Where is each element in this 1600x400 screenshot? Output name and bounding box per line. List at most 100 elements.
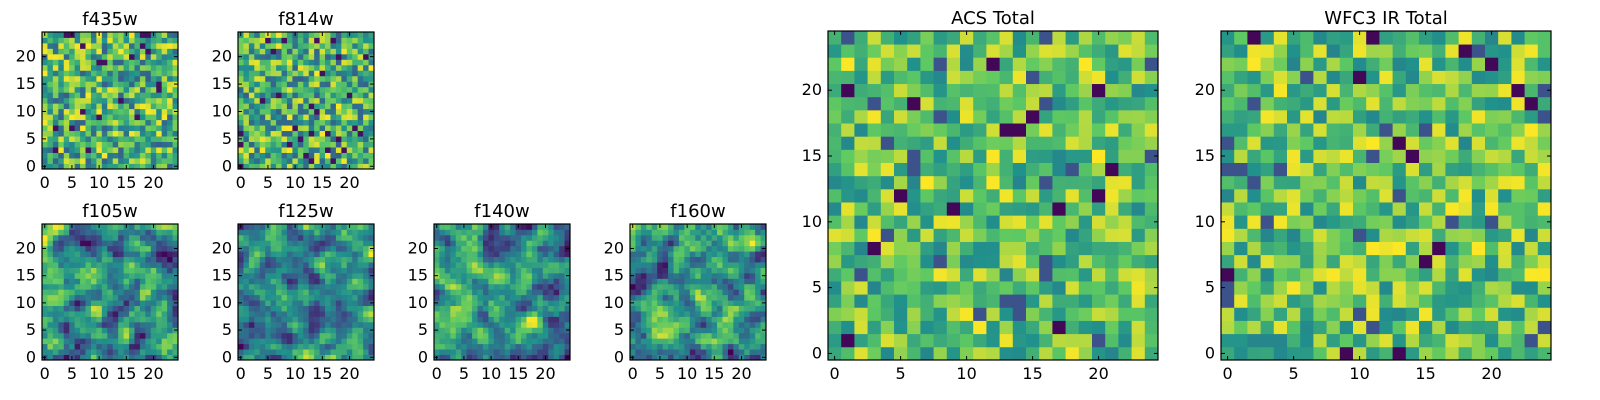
- heatmap-cell: [973, 294, 987, 308]
- heatmap-cell: [1052, 241, 1066, 256]
- heatmap-cell: [248, 251, 255, 258]
- heatmap-cell: [52, 278, 59, 285]
- heatmap-cell: [52, 103, 59, 110]
- heatmap-cell: [90, 108, 97, 115]
- heatmap-cell: [129, 267, 135, 274]
- heatmap-cell: [85, 130, 92, 137]
- heatmap-cell: [243, 125, 250, 132]
- heatmap-cell: [63, 245, 70, 252]
- heatmap-cell: [1379, 267, 1393, 282]
- heatmap-cell: [531, 349, 538, 355]
- heatmap-cell: [630, 251, 636, 258]
- heatmap-cell: [286, 245, 293, 252]
- heatmap-cell: [635, 272, 642, 279]
- heatmap-cell: [515, 262, 522, 268]
- heatmap-cell: [662, 349, 669, 355]
- heatmap-cell: [867, 307, 882, 321]
- heatmap-cell: [145, 37, 152, 44]
- heatmap-cell: [695, 245, 702, 252]
- heatmap-cell: [270, 294, 277, 301]
- panel-title: ACS Total: [951, 8, 1035, 29]
- heatmap-cell: [531, 311, 538, 317]
- heatmap-cell: [270, 81, 277, 88]
- heatmap-cell: [80, 70, 86, 77]
- heatmap-cell: [1524, 267, 1539, 282]
- heatmap-cell: [1065, 202, 1080, 216]
- heatmap-cell: [167, 92, 173, 99]
- heatmap-cell: [477, 224, 484, 230]
- heatmap-cell: [363, 147, 369, 153]
- heatmap-cell: [167, 64, 173, 71]
- heatmap-cell: [90, 338, 97, 345]
- heatmap-cell: [69, 141, 76, 148]
- heatmap-cell: [499, 234, 506, 241]
- heatmap-cell: [270, 267, 277, 274]
- heatmap-cell: [894, 70, 908, 85]
- heatmap-cell: [52, 332, 59, 339]
- heatmap-cell: [1313, 267, 1327, 282]
- heatmap-cell: [85, 311, 92, 317]
- heatmap-cell: [156, 32, 163, 38]
- heatmap-cell: [1287, 320, 1301, 335]
- heatmap-cell: [477, 267, 484, 274]
- heatmap-cell: [548, 354, 555, 361]
- heatmap-cell: [270, 332, 277, 339]
- heatmap-cell: [248, 114, 255, 121]
- y-tick-label: 10: [802, 212, 822, 231]
- heatmap-cell: [368, 64, 375, 71]
- heatmap-cell: [330, 229, 337, 236]
- heatmap-cell: [722, 240, 729, 247]
- heatmap-cell: [335, 278, 342, 285]
- heatmap-cell: [118, 147, 124, 153]
- heatmap-cell: [107, 349, 114, 355]
- heatmap-cell: [1078, 31, 1093, 45]
- heatmap-cell: [80, 119, 86, 126]
- heatmap-cell: [161, 64, 168, 71]
- heatmap-cell: [341, 234, 348, 241]
- heatmap-cell: [678, 283, 685, 290]
- heatmap-cell: [52, 251, 59, 258]
- heatmap-cell: [711, 338, 718, 345]
- heatmap-cell: [319, 59, 326, 66]
- heatmap-cell: [711, 240, 718, 247]
- heatmap-cell: [657, 229, 664, 236]
- heatmap-cell: [47, 229, 54, 236]
- heatmap-cell: [472, 262, 478, 268]
- heatmap-cell: [657, 251, 664, 258]
- heatmap-cell: [74, 311, 81, 317]
- heatmap-cell: [695, 289, 702, 296]
- heatmap-cell: [828, 228, 842, 242]
- heatmap-cell: [744, 240, 751, 247]
- heatmap-cell: [107, 245, 114, 252]
- heatmap-cell: [1118, 254, 1132, 269]
- heatmap-cell: [139, 37, 146, 44]
- heatmap-cell: [52, 70, 59, 77]
- heatmap-cell: [933, 149, 948, 163]
- heatmap-cell: [276, 48, 282, 55]
- heatmap-cell: [1379, 320, 1393, 335]
- heatmap-cell: [651, 245, 658, 252]
- heatmap-cell: [276, 272, 282, 279]
- heatmap-cell: [749, 224, 756, 230]
- heatmap-cell: [986, 228, 1000, 242]
- heatmap-cell: [515, 321, 522, 328]
- heatmap-cell: [139, 283, 146, 290]
- heatmap-cell: [161, 130, 168, 137]
- heatmap-cell: [684, 278, 691, 285]
- heatmap-cell: [828, 281, 842, 295]
- heatmap-cell: [531, 234, 538, 241]
- heatmap-cell: [80, 338, 86, 345]
- heatmap-cell: [1379, 202, 1393, 216]
- heatmap-cell: [139, 289, 146, 296]
- heatmap-cell: [689, 251, 696, 258]
- heatmap-cell: [894, 294, 908, 308]
- heatmap-cell: [357, 251, 364, 258]
- heatmap-cell: [145, 272, 152, 279]
- heatmap-cell: [482, 349, 489, 355]
- heatmap-cell: [1353, 188, 1367, 203]
- heatmap-cell: [515, 229, 522, 236]
- heatmap-cell: [238, 141, 244, 148]
- heatmap-cell: [58, 64, 65, 71]
- heatmap-cell: [854, 188, 868, 203]
- heatmap-cell: [243, 251, 250, 258]
